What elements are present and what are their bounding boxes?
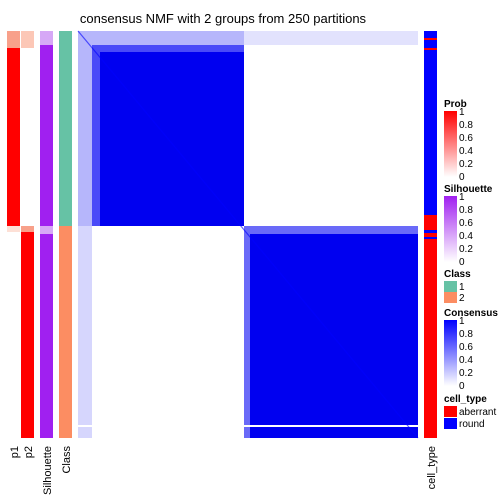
- label-silhouette: Silhouette: [42, 446, 54, 495]
- p2-group2: [21, 232, 34, 438]
- p1-group2-edge: [7, 226, 20, 232]
- silhouette-group2: [40, 234, 53, 438]
- legend-cell-type-label-aberrant: aberrant: [459, 407, 496, 418]
- cell-type-group2: [424, 215, 437, 438]
- outlier-row: [78, 425, 418, 427]
- legend-class: Class 1 2: [444, 269, 471, 304]
- legend-silhouette: Silhouette 1 0.8 0.6 0.4 0.2 0: [444, 184, 493, 268]
- legend-silhouette-tick: 0.6: [459, 218, 473, 229]
- label-p2: p2: [23, 446, 35, 458]
- legend-prob: Prob 1 0.8 0.6 0.4 0.2 0: [444, 99, 473, 183]
- legend-cell-type-label-round: round: [459, 419, 485, 430]
- legend-prob-tick: 0.4: [459, 146, 473, 157]
- cell-type-mark: [424, 237, 437, 239]
- legend-prob-tick: 1: [459, 107, 465, 118]
- p1-group1: [7, 48, 20, 226]
- legend-silhouette-bar: [444, 196, 457, 262]
- p2-group1: [21, 48, 34, 226]
- legend-silhouette-title: Silhouette: [444, 184, 493, 195]
- legend-silhouette-tick: 0.4: [459, 231, 473, 242]
- legend-prob-tick: 0: [459, 172, 465, 183]
- legend-class-title: Class: [444, 269, 471, 280]
- silhouette-group2-low: [40, 226, 53, 234]
- annotation-class: [59, 31, 72, 438]
- p2-group2-edge: [21, 226, 34, 232]
- legend-consensus-tick: 0.6: [459, 342, 473, 353]
- block-group1: [100, 52, 244, 226]
- diagonal: [77, 30, 419, 439]
- legend-class-swatch-2: [444, 292, 457, 303]
- legend-class-label-2: 2: [459, 293, 465, 304]
- class-group2: [59, 226, 72, 438]
- legend-prob-bar: [444, 111, 457, 177]
- legend-prob-title: Prob: [444, 99, 467, 110]
- class-group1: [59, 31, 72, 226]
- annotation-silhouette: [40, 31, 53, 438]
- cell-type-mark: [424, 38, 437, 40]
- annotation-p1: [7, 31, 20, 438]
- legend-silhouette-tick: 1: [459, 192, 465, 203]
- annotation-p2: [21, 31, 34, 438]
- cell-type-group1: [424, 31, 437, 215]
- consensus-matrix: [77, 30, 419, 439]
- legend-consensus-tick: 0.8: [459, 329, 473, 340]
- legend-silhouette-tick: 0.2: [459, 244, 473, 255]
- p1-group2: [7, 232, 20, 438]
- p2-group1-mixed: [21, 31, 34, 48]
- legend-cell-type-title: cell_type: [444, 394, 487, 405]
- label-class: Class: [61, 446, 73, 474]
- legend-class-label-1: 1: [459, 282, 465, 293]
- legend-silhouette-tick: 0: [459, 257, 465, 268]
- legend-consensus-title: Consensus: [444, 308, 498, 319]
- legend-silhouette-tick: 0.8: [459, 205, 473, 216]
- legend-prob-tick: 0.8: [459, 120, 473, 131]
- cell-type-mark: [424, 48, 437, 50]
- annotation-cell-type: [424, 31, 437, 438]
- legend-consensus-tick: 0.4: [459, 355, 473, 366]
- chart-title: consensus NMF with 2 groups from 250 par…: [80, 11, 367, 26]
- offdiag-left-strip: [78, 226, 92, 438]
- silhouette-group1-low: [40, 31, 53, 45]
- label-p1: p1: [9, 446, 21, 458]
- legend-consensus-tick: 0.2: [459, 368, 473, 379]
- silhouette-group1: [40, 45, 53, 226]
- legend-consensus-tick: 1: [459, 316, 465, 327]
- label-cell-type: cell_type: [426, 446, 438, 489]
- legend-cell-type-swatch-round: [444, 418, 457, 429]
- legend-consensus-bar: [444, 320, 457, 386]
- offdiag-top-strip: [244, 31, 418, 45]
- legend-prob-tick: 0.6: [459, 133, 473, 144]
- cell-type-mark: [424, 230, 437, 233]
- p1-group1-mixed: [7, 31, 20, 48]
- legend-consensus: Consensus 1 0.8 0.6 0.4 0.2 0: [444, 308, 498, 392]
- legend-consensus-tick: 0: [459, 381, 465, 392]
- legend-class-swatch-1: [444, 281, 457, 292]
- legend-cell-type: cell_type aberrant round: [444, 394, 496, 430]
- legend-cell-type-swatch-aberrant: [444, 406, 457, 417]
- legend-prob-tick: 0.2: [459, 159, 473, 170]
